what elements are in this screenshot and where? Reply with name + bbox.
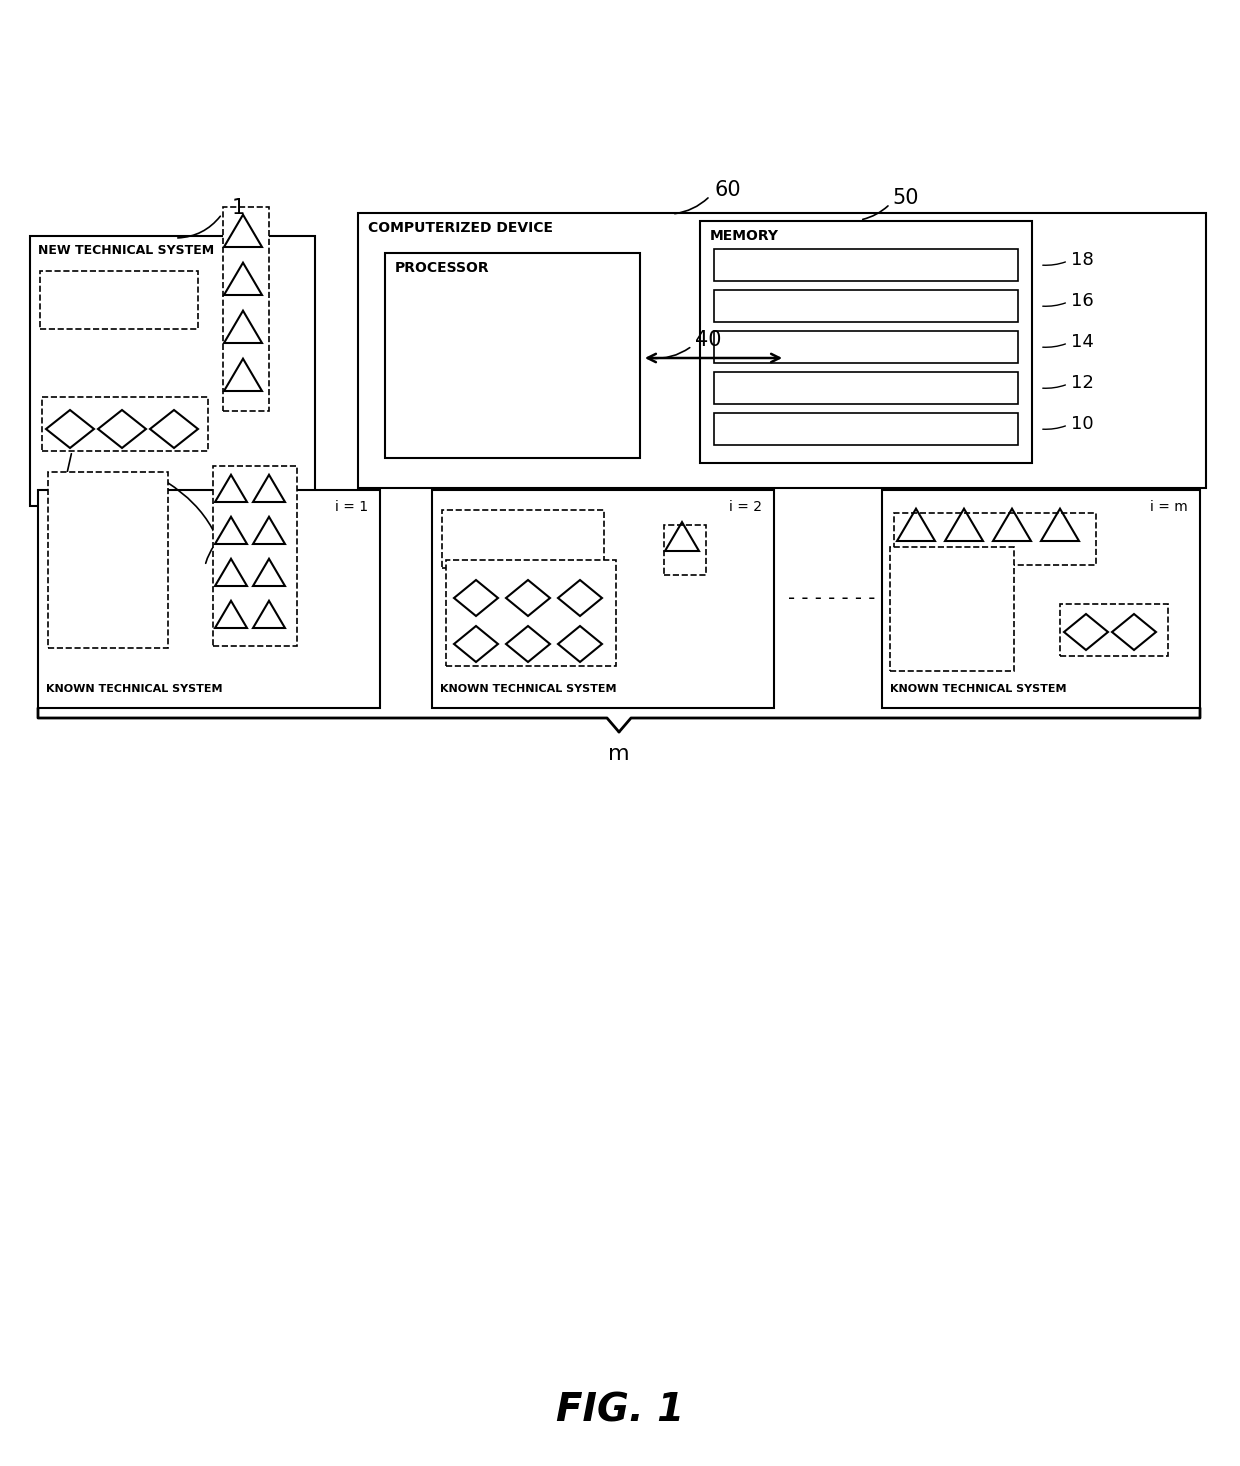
Text: 40: 40 <box>694 330 722 350</box>
Bar <box>898 622 940 663</box>
Text: 14: 14 <box>1070 333 1094 350</box>
Bar <box>441 510 604 567</box>
Bar <box>714 249 1018 281</box>
Text: 18: 18 <box>1070 251 1094 268</box>
Bar <box>42 397 208 452</box>
Text: MEMORY: MEMORY <box>711 229 779 243</box>
Bar <box>946 622 988 663</box>
Bar <box>450 517 492 560</box>
Bar <box>894 513 1096 564</box>
Bar <box>213 466 298 647</box>
Bar <box>223 207 269 410</box>
Bar <box>714 372 1018 405</box>
Bar <box>30 236 315 506</box>
Text: KNOWN TECHNICAL SYSTEM: KNOWN TECHNICAL SYSTEM <box>890 685 1066 693</box>
Bar <box>446 560 616 666</box>
Text: 60: 60 <box>714 180 742 199</box>
Text: KNOWN TECHNICAL SYSTEM: KNOWN TECHNICAL SYSTEM <box>46 685 222 693</box>
Text: 12: 12 <box>1070 374 1094 391</box>
Bar <box>1060 604 1168 655</box>
Text: 6: 6 <box>51 482 64 503</box>
Text: - - - - - - -: - - - - - - - <box>789 588 875 607</box>
Bar <box>384 254 640 457</box>
Bar <box>500 517 542 560</box>
Bar <box>56 553 95 592</box>
Bar <box>40 271 198 328</box>
Bar <box>104 504 144 544</box>
Bar <box>714 331 1018 364</box>
Bar <box>358 213 1207 488</box>
Bar <box>714 290 1018 323</box>
Text: 10: 10 <box>1070 415 1094 432</box>
Bar <box>432 490 774 708</box>
Bar <box>56 600 95 641</box>
Text: 16: 16 <box>1070 292 1094 309</box>
Bar <box>104 600 144 641</box>
Text: 50: 50 <box>893 188 919 208</box>
Bar <box>714 413 1018 446</box>
Text: KNOWN TECHNICAL SYSTEM: KNOWN TECHNICAL SYSTEM <box>440 685 616 693</box>
Bar <box>946 573 988 616</box>
Bar <box>882 490 1200 708</box>
Bar <box>48 472 167 648</box>
Bar <box>551 517 591 560</box>
Bar <box>48 279 91 321</box>
Text: i = 2: i = 2 <box>729 500 763 515</box>
Text: 1: 1 <box>232 198 244 218</box>
Text: i = m: i = m <box>1151 500 1188 515</box>
Text: PROCESSOR: PROCESSOR <box>396 261 490 276</box>
Bar <box>148 279 190 321</box>
Text: 2: 2 <box>242 509 254 528</box>
Bar <box>104 553 144 592</box>
Bar <box>701 221 1032 463</box>
Bar <box>98 279 140 321</box>
Text: m: m <box>608 745 630 764</box>
Text: 7: 7 <box>232 594 244 614</box>
Text: COMPUTERIZED DEVICE: COMPUTERIZED DEVICE <box>368 221 553 235</box>
Bar <box>898 573 940 616</box>
Bar <box>56 504 95 544</box>
Text: i = 1: i = 1 <box>335 500 368 515</box>
Bar <box>890 547 1014 671</box>
Text: NEW TECHNICAL SYSTEM: NEW TECHNICAL SYSTEM <box>38 243 215 257</box>
Bar <box>38 490 379 708</box>
Text: FIG. 1: FIG. 1 <box>556 1393 684 1429</box>
Bar <box>663 525 706 575</box>
